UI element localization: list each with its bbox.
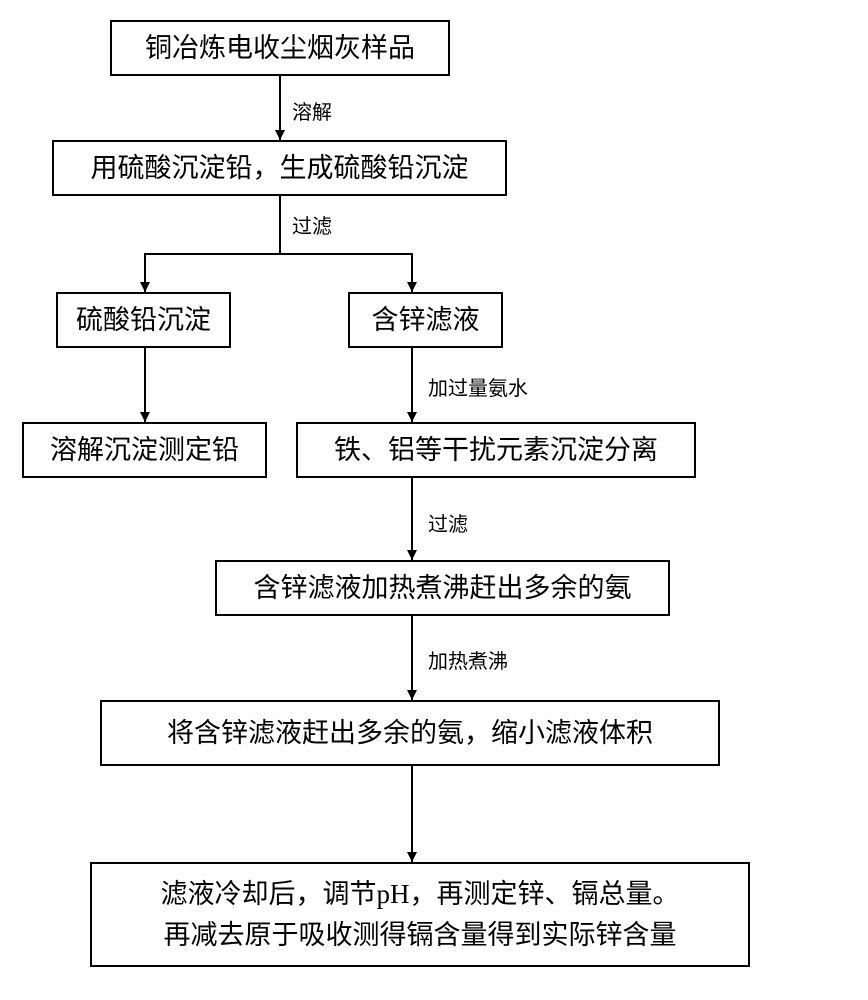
- edge-label: 过滤: [292, 210, 332, 239]
- node-sample: 铜冶炼电收尘烟灰样品: [110, 20, 450, 76]
- edge-label: 加热煮沸: [428, 645, 508, 674]
- node-final-zn: 滤液冷却后，调节pH，再测定锌、镉总量。再减去原于吸收测得镉含量得到实际锌含量: [90, 862, 750, 967]
- node-boil-ammonia: 含锌滤液加热煮沸赶出多余的氨: [215, 560, 670, 616]
- edge-label: 过滤: [428, 508, 468, 537]
- edge-label: 加过量氨水: [428, 372, 528, 401]
- node-precipitate-pb: 用硫酸沉淀铅，生成硫酸铅沉淀: [52, 140, 507, 196]
- edge-arrow: [280, 254, 412, 292]
- edge-arrow: [145, 254, 280, 292]
- edge-label: 溶解: [292, 96, 332, 125]
- node-dissolve-pb: 溶解沉淀测定铅: [22, 422, 267, 478]
- node-fe-al-separate: 铁、铝等干扰元素沉淀分离: [296, 422, 696, 478]
- flowchart-canvas: 铜冶炼电收尘烟灰样品 用硫酸沉淀铅，生成硫酸铅沉淀 硫酸铅沉淀 含锌滤液 溶解沉…: [0, 0, 868, 1000]
- node-zn-filtrate: 含锌滤液: [348, 292, 503, 348]
- node-reduce-volume: 将含锌滤液赶出多余的氨，缩小滤液体积: [100, 700, 720, 766]
- node-pbso4-precip: 硫酸铅沉淀: [56, 292, 231, 348]
